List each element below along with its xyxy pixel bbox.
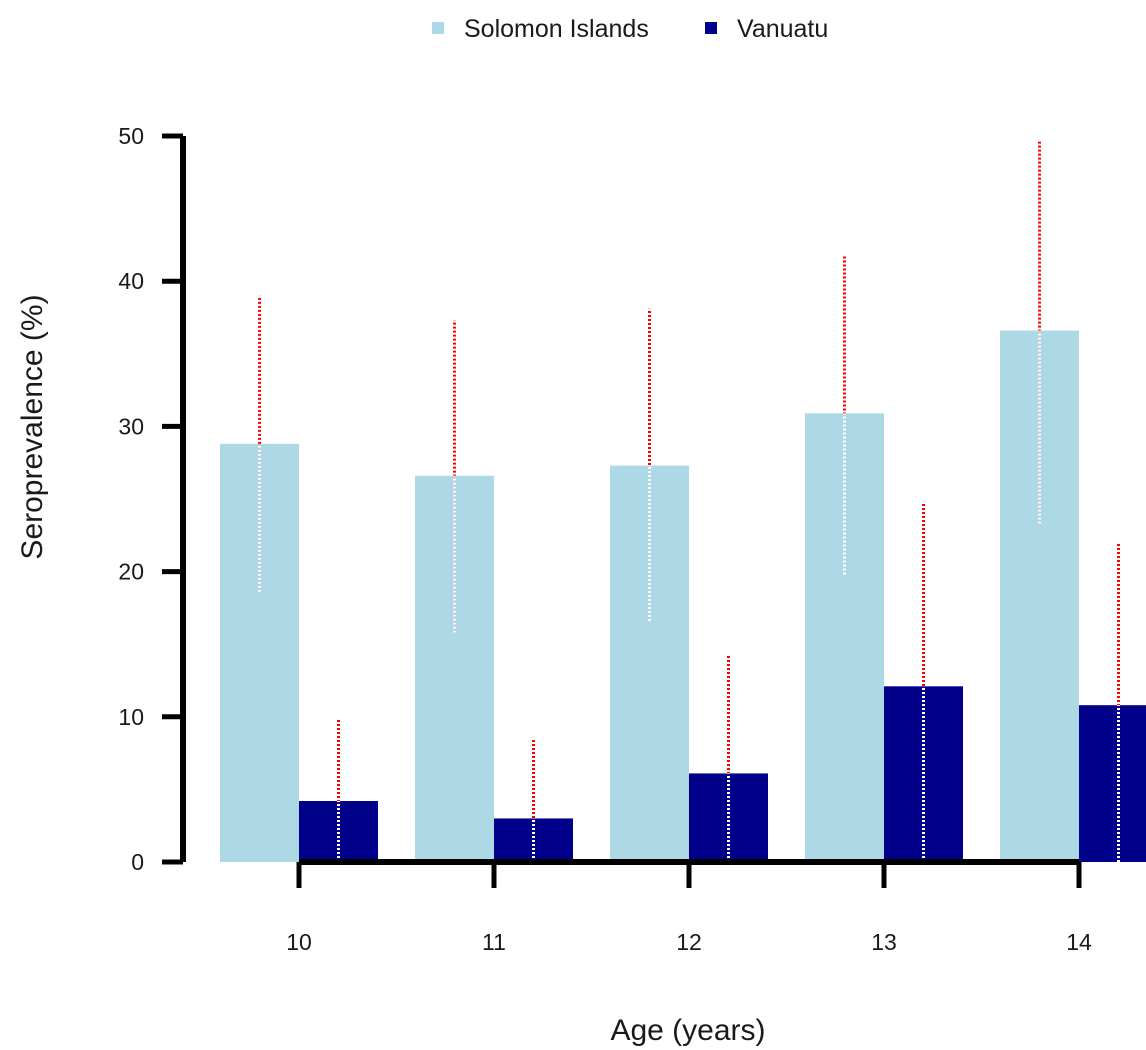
x-tick-label-12: 12: [676, 929, 702, 955]
bar-solomon-islands-10: [220, 443, 299, 862]
bar-solomon-islands-13: [805, 413, 884, 862]
bar-solomon-islands-11: [415, 475, 494, 862]
x-axis-title: Age (years): [610, 1014, 765, 1047]
y-tick-label-30: 30: [118, 413, 144, 439]
y-axis-title: Seroprevalence (%): [16, 294, 49, 559]
y-tick-label-0: 0: [131, 849, 144, 875]
y-tick-label-20: 20: [118, 559, 144, 585]
legend-label-solomon-islands: Solomon Islands: [464, 15, 649, 43]
legend-swatch-vanuatu: [705, 22, 717, 34]
x-tick-label-11: 11: [482, 929, 506, 955]
x-tick-label-10: 10: [286, 929, 312, 955]
x-axis: 10 11 12 13 14: [286, 859, 1092, 955]
bar-vanuatu-14: [1079, 705, 1146, 862]
x-tick-label-14: 14: [1066, 929, 1092, 955]
x-tick-label-13: 13: [871, 929, 897, 955]
legend: Solomon Islands Vanuatu: [432, 15, 828, 43]
legend-label-vanuatu: Vanuatu: [737, 15, 828, 43]
bar-vanuatu-10: [299, 801, 378, 862]
legend-swatch-solomon-islands: [432, 22, 444, 34]
error-bars-layer: [258, 141, 1120, 862]
y-tick-label-50: 50: [118, 123, 144, 149]
bar-solomon-islands-12: [610, 465, 689, 862]
bars-layer: [220, 330, 1146, 862]
y-tick-label-40: 40: [118, 268, 144, 294]
y-tick-label-10: 10: [118, 704, 144, 730]
y-axis: 0 10 20 30 40 50: [118, 123, 186, 875]
